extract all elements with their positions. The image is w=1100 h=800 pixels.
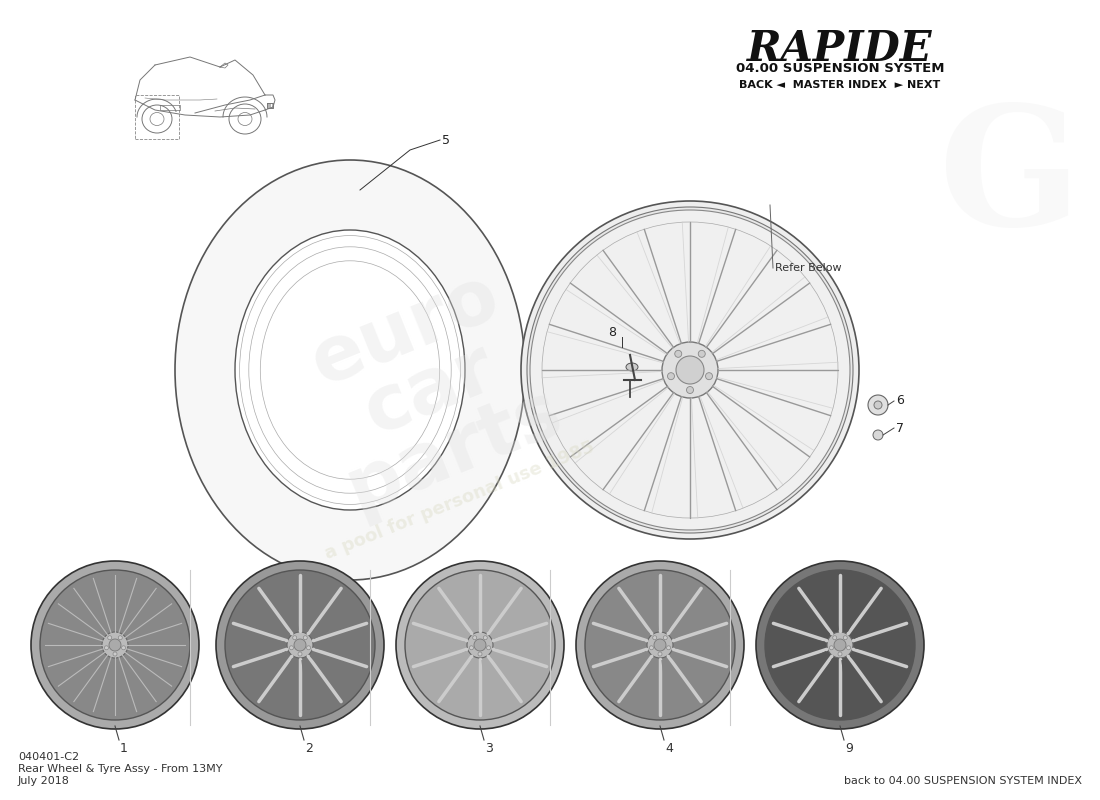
Circle shape xyxy=(663,636,668,640)
Circle shape xyxy=(698,350,705,358)
Circle shape xyxy=(658,652,662,656)
Circle shape xyxy=(483,636,487,640)
Circle shape xyxy=(294,639,306,651)
Text: back to 04.00 SUSPENSION SYSTEM INDEX: back to 04.00 SUSPENSION SYSTEM INDEX xyxy=(844,776,1082,786)
Ellipse shape xyxy=(626,363,638,371)
Circle shape xyxy=(108,636,112,640)
Circle shape xyxy=(298,652,302,656)
Ellipse shape xyxy=(764,570,915,720)
Text: 4: 4 xyxy=(666,742,673,755)
Circle shape xyxy=(474,639,486,651)
Text: 8: 8 xyxy=(608,326,616,339)
Text: 9: 9 xyxy=(845,742,853,755)
Circle shape xyxy=(705,373,713,380)
Circle shape xyxy=(649,646,653,650)
Circle shape xyxy=(686,386,693,394)
Circle shape xyxy=(470,646,473,650)
Circle shape xyxy=(874,401,882,409)
Circle shape xyxy=(104,646,109,650)
Text: 2: 2 xyxy=(305,742,312,755)
Circle shape xyxy=(287,632,314,658)
Text: 1: 1 xyxy=(120,742,128,755)
Circle shape xyxy=(113,652,117,656)
Text: 6: 6 xyxy=(896,394,904,407)
Text: 3: 3 xyxy=(485,742,493,755)
Circle shape xyxy=(119,636,122,640)
Text: a pool for personal use 1985: a pool for personal use 1985 xyxy=(322,438,597,562)
Circle shape xyxy=(838,652,842,656)
Circle shape xyxy=(844,636,847,640)
Circle shape xyxy=(486,646,491,650)
Ellipse shape xyxy=(405,570,556,720)
Circle shape xyxy=(834,639,846,651)
Circle shape xyxy=(827,632,853,658)
Circle shape xyxy=(833,636,837,640)
Text: euro
car
parts: euro car parts xyxy=(287,253,573,527)
Circle shape xyxy=(674,350,682,358)
Ellipse shape xyxy=(756,561,924,729)
Circle shape xyxy=(829,646,834,650)
Ellipse shape xyxy=(576,561,744,729)
Text: G: G xyxy=(939,99,1081,261)
Text: 040401-C2: 040401-C2 xyxy=(18,752,79,762)
Text: 04.00 SUSPENSION SYSTEM: 04.00 SUSPENSION SYSTEM xyxy=(736,62,944,75)
Ellipse shape xyxy=(235,230,465,510)
Ellipse shape xyxy=(40,570,190,720)
Circle shape xyxy=(289,646,294,650)
Ellipse shape xyxy=(530,210,850,530)
Circle shape xyxy=(473,636,476,640)
Circle shape xyxy=(847,646,850,650)
Circle shape xyxy=(307,646,310,650)
Text: RAPIDE: RAPIDE xyxy=(747,28,933,70)
Circle shape xyxy=(304,636,307,640)
Circle shape xyxy=(647,632,673,658)
Text: 5: 5 xyxy=(442,134,450,146)
Ellipse shape xyxy=(585,570,735,720)
Ellipse shape xyxy=(175,160,525,580)
Ellipse shape xyxy=(31,561,199,729)
Circle shape xyxy=(468,632,493,658)
Ellipse shape xyxy=(216,561,384,729)
Circle shape xyxy=(122,646,125,650)
Circle shape xyxy=(868,395,888,415)
Circle shape xyxy=(667,646,671,650)
Ellipse shape xyxy=(521,201,859,539)
Circle shape xyxy=(652,636,657,640)
Ellipse shape xyxy=(226,570,375,720)
Ellipse shape xyxy=(676,356,704,384)
Circle shape xyxy=(654,639,666,651)
Text: 7: 7 xyxy=(896,422,904,434)
Ellipse shape xyxy=(662,342,718,398)
Ellipse shape xyxy=(396,561,564,729)
Text: Rear Wheel & Tyre Assy - From 13MY: Rear Wheel & Tyre Assy - From 13MY xyxy=(18,764,222,774)
Text: BACK ◄  MASTER INDEX  ► NEXT: BACK ◄ MASTER INDEX ► NEXT xyxy=(739,80,940,90)
Circle shape xyxy=(668,373,674,380)
Circle shape xyxy=(109,639,121,651)
Text: Refer Below: Refer Below xyxy=(776,263,842,273)
Circle shape xyxy=(102,632,128,658)
Text: July 2018: July 2018 xyxy=(18,776,70,786)
Ellipse shape xyxy=(527,207,852,533)
Circle shape xyxy=(873,430,883,440)
Circle shape xyxy=(478,652,482,656)
Circle shape xyxy=(293,636,297,640)
